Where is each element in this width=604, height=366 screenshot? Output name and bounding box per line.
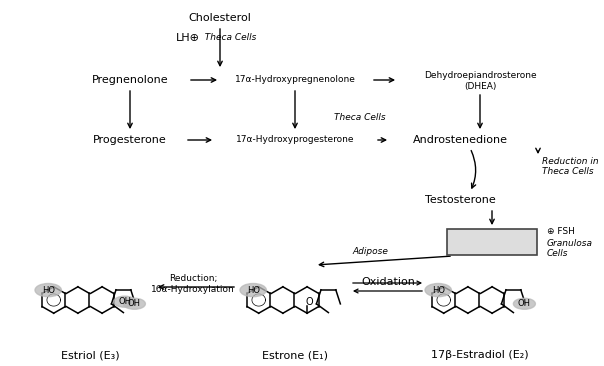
Text: Testosterone: Testosterone <box>425 195 495 205</box>
Text: HO: HO <box>42 285 55 295</box>
Text: Estriol (E₃): Estriol (E₃) <box>60 350 120 360</box>
Text: HO: HO <box>246 285 260 295</box>
Ellipse shape <box>114 296 136 307</box>
Text: OH: OH <box>118 297 131 306</box>
Text: Androstenedione: Androstenedione <box>413 135 507 145</box>
Text: Reduction;: Reduction; <box>169 273 217 283</box>
Text: Dehydroepiandrosterone: Dehydroepiandrosterone <box>423 71 536 79</box>
FancyBboxPatch shape <box>447 229 537 255</box>
Text: Theca Cells: Theca Cells <box>334 113 386 123</box>
Ellipse shape <box>123 298 146 309</box>
Text: Reduction in: Reduction in <box>542 157 599 165</box>
Text: Oxidation: Oxidation <box>361 277 415 287</box>
Text: Granulosa: Granulosa <box>547 239 593 249</box>
Text: Aromatase: Aromatase <box>462 237 522 247</box>
Text: O: O <box>306 297 313 307</box>
Ellipse shape <box>425 284 451 297</box>
Ellipse shape <box>240 284 266 297</box>
Text: Adipose: Adipose <box>352 247 388 257</box>
Text: Progesterone: Progesterone <box>93 135 167 145</box>
Ellipse shape <box>513 298 535 309</box>
Text: Pregnenolone: Pregnenolone <box>92 75 169 85</box>
Text: LH⊕: LH⊕ <box>176 33 200 43</box>
Text: 17α-Hydroxyprogesterone: 17α-Hydroxyprogesterone <box>236 135 355 145</box>
Ellipse shape <box>35 284 62 297</box>
Text: Theca Cells: Theca Cells <box>203 34 256 42</box>
Text: OH: OH <box>518 299 531 308</box>
Text: HO: HO <box>432 285 445 295</box>
Text: Cholesterol: Cholesterol <box>188 13 251 23</box>
Text: Theca Cells: Theca Cells <box>542 168 594 176</box>
Text: 17β-Estradiol (E₂): 17β-Estradiol (E₂) <box>431 350 529 360</box>
Text: ⊕ FSH: ⊕ FSH <box>547 228 575 236</box>
Text: Estrone (E₁): Estrone (E₁) <box>262 350 328 360</box>
Text: OH: OH <box>128 299 141 308</box>
Text: 16α-Hydroxylation: 16α-Hydroxylation <box>151 284 235 294</box>
Text: (DHEA): (DHEA) <box>464 82 496 92</box>
Text: Cells: Cells <box>547 250 568 258</box>
Text: 17α-Hydroxypregnenolone: 17α-Hydroxypregnenolone <box>234 75 355 85</box>
